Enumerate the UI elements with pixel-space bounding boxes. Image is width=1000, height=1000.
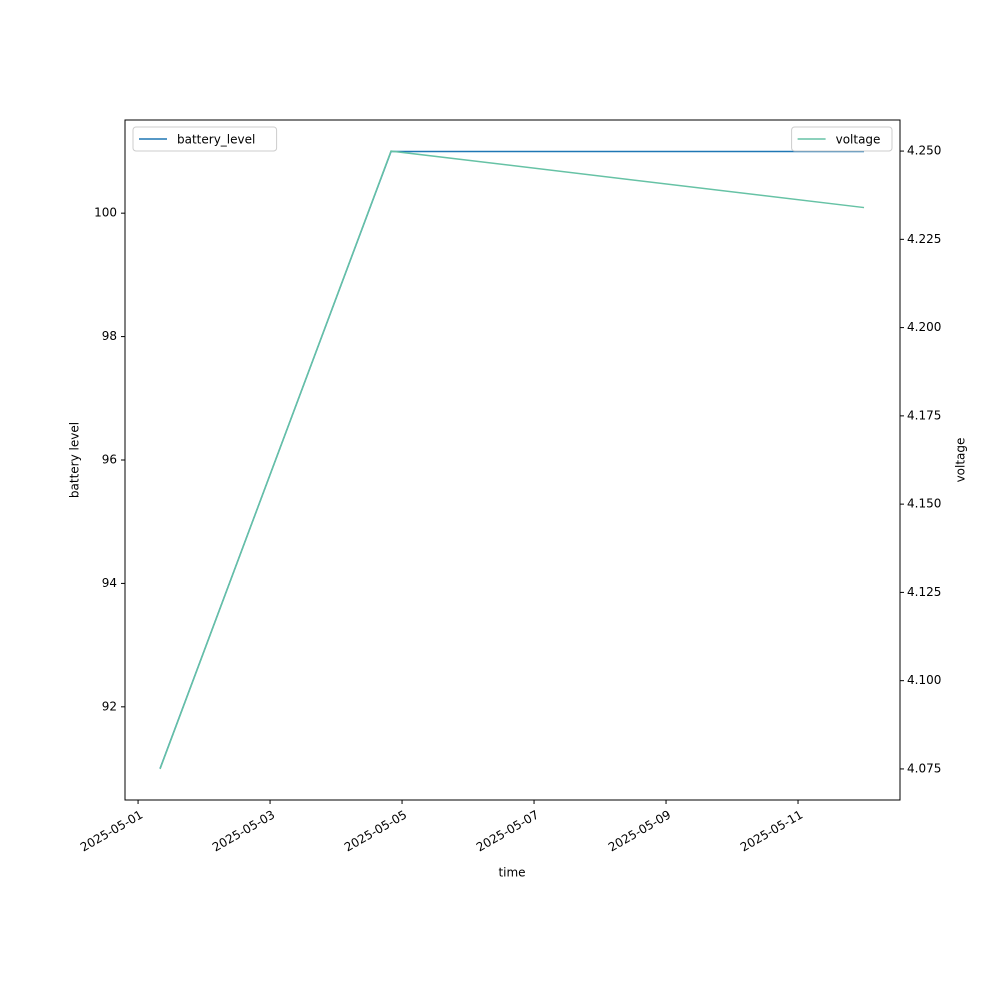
y-tick-label: 94	[102, 576, 117, 590]
plot-frame	[124, 119, 901, 801]
y-tick-label: 96	[102, 453, 117, 467]
y2-tick-label: 4.075	[907, 761, 941, 775]
y2-tick-label: 4.250	[907, 144, 941, 158]
y2-tick-label: 4.175	[907, 408, 941, 422]
y-tick-label: 100	[94, 206, 117, 220]
legend-label: voltage	[836, 133, 881, 147]
data-line	[159, 150, 865, 769]
x-tick-label: 2025-05-05	[342, 808, 409, 855]
y2-tick-label: 4.200	[907, 320, 941, 334]
y2-tick-label: 4.150	[907, 497, 941, 511]
x-tick-label: 2025-05-11	[738, 808, 805, 855]
data-line	[159, 150, 865, 770]
legend-box	[132, 126, 278, 152]
x-tick-label: 2025-05-07	[474, 808, 541, 855]
legend-box	[791, 126, 893, 152]
x-tick-label: 2025-05-01	[78, 808, 145, 855]
x-tick-label: 2025-05-09	[606, 808, 673, 855]
y-tick-label: 98	[102, 329, 117, 343]
x-tick-label: 2025-05-03	[210, 808, 277, 855]
y-axis-label: battery level	[68, 422, 82, 498]
legend-label: battery_level	[177, 133, 255, 147]
y2-tick-label: 4.225	[907, 232, 941, 246]
y2-axis-label: voltage	[954, 438, 968, 483]
y2-tick-label: 4.100	[907, 673, 941, 687]
x-axis-label: time	[498, 866, 525, 880]
y2-tick-label: 4.125	[907, 585, 941, 599]
y-tick-label: 92	[102, 699, 117, 713]
